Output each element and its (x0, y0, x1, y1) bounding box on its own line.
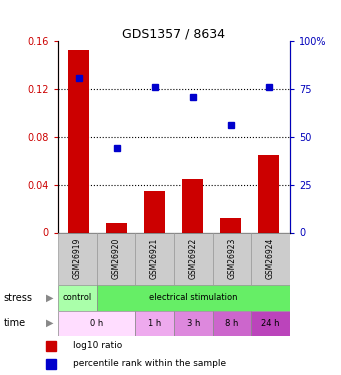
Bar (106, 223, 127, 232)
Text: 1 h: 1 h (148, 319, 161, 328)
Text: 3 h: 3 h (187, 319, 200, 328)
Bar (46, 358, 56, 369)
Text: log10 ratio: log10 ratio (73, 341, 122, 350)
FancyBboxPatch shape (251, 232, 290, 285)
FancyBboxPatch shape (212, 232, 251, 285)
Text: GSM26919: GSM26919 (73, 238, 82, 279)
Text: stress: stress (3, 293, 32, 303)
FancyBboxPatch shape (174, 310, 212, 336)
FancyBboxPatch shape (135, 232, 174, 285)
Text: GSM26920: GSM26920 (112, 238, 120, 279)
Text: ▶: ▶ (46, 318, 53, 328)
FancyBboxPatch shape (135, 310, 174, 336)
Text: electrical stimulation: electrical stimulation (149, 293, 237, 302)
Text: GSM26923: GSM26923 (227, 238, 236, 279)
Text: control: control (63, 293, 92, 302)
Text: 0 h: 0 h (90, 319, 103, 328)
Text: GSM26922: GSM26922 (189, 238, 198, 279)
Bar (258, 155, 279, 232)
FancyBboxPatch shape (174, 232, 212, 285)
Text: time: time (3, 318, 26, 328)
Bar (182, 179, 203, 232)
Title: GDS1357 / 8634: GDS1357 / 8634 (122, 27, 225, 40)
Bar (69, 50, 89, 232)
Text: GSM26921: GSM26921 (150, 238, 159, 279)
FancyBboxPatch shape (251, 310, 290, 336)
FancyBboxPatch shape (97, 285, 290, 310)
FancyBboxPatch shape (58, 232, 97, 285)
Text: 24 h: 24 h (261, 319, 280, 328)
FancyBboxPatch shape (58, 285, 97, 310)
Text: 8 h: 8 h (225, 319, 239, 328)
FancyBboxPatch shape (97, 232, 135, 285)
Text: ▶: ▶ (46, 293, 53, 303)
Bar (145, 190, 165, 232)
Text: GSM26924: GSM26924 (266, 238, 275, 279)
Text: percentile rank within the sample: percentile rank within the sample (73, 359, 226, 368)
Bar (46, 340, 56, 351)
FancyBboxPatch shape (58, 310, 135, 336)
Bar (221, 218, 241, 232)
FancyBboxPatch shape (212, 310, 251, 336)
